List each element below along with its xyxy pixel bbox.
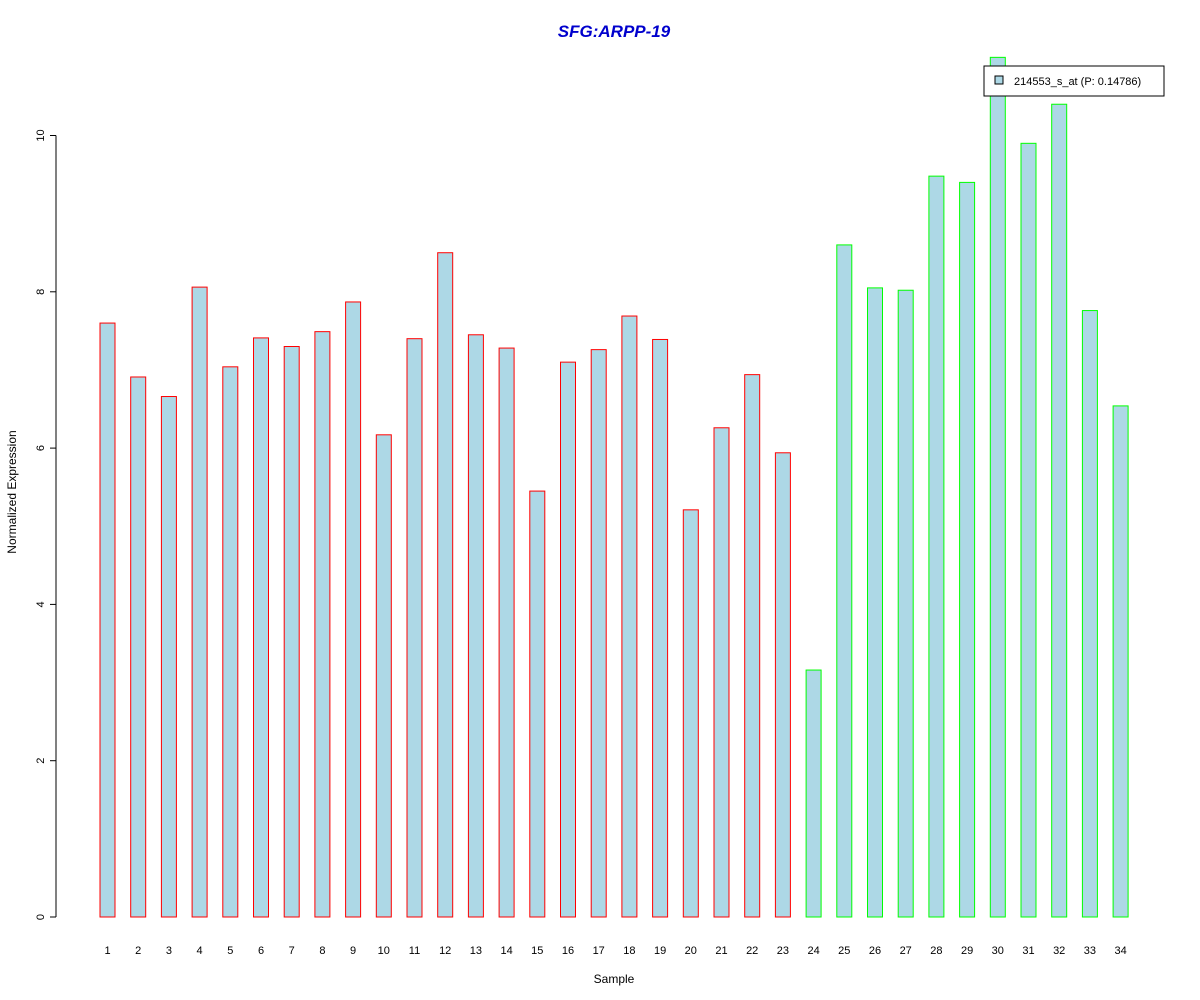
- bar: [375, 434, 392, 918]
- x-tick-label: 15: [531, 945, 543, 957]
- y-tick-label: 4: [35, 601, 47, 607]
- bar: [1112, 405, 1129, 918]
- bar: [406, 338, 423, 918]
- bar: [467, 334, 484, 918]
- bar: [682, 509, 699, 918]
- x-tick-label: 30: [992, 945, 1004, 957]
- bar: [652, 338, 669, 918]
- bar: [836, 244, 853, 918]
- bar: [283, 346, 300, 918]
- x-tick-labels: 1 2 3 4 5 6 7 8 9 10 11 12 13 14 15 16 17 18 19 20 21 22 23 24 2…: [104, 945, 1126, 957]
- bar: [621, 315, 638, 918]
- bar: [314, 331, 331, 918]
- y-axis-label: Normalized Expression: [5, 430, 19, 553]
- x-tick-label: 23: [777, 945, 789, 957]
- bar: [959, 181, 976, 918]
- bar: [437, 252, 454, 918]
- legend: 214553_s_at (P: 0.14786): [983, 65, 1165, 97]
- bar: [805, 669, 822, 918]
- x-tick-label: 22: [746, 945, 758, 957]
- x-tick-label: 21: [715, 945, 727, 957]
- x-axis-label: Sample: [594, 972, 635, 986]
- y-tick-label: 10: [35, 129, 47, 141]
- x-tick-label: 6: [258, 945, 264, 957]
- x-tick-label: 26: [869, 945, 881, 957]
- x-tick-label: 20: [685, 945, 697, 957]
- x-tick-label: 8: [319, 945, 325, 957]
- x-tick-label: 27: [900, 945, 912, 957]
- x-tick-label: 33: [1084, 945, 1096, 957]
- bar: [744, 374, 761, 918]
- y-axis: 0 2 4 6 8 10: [35, 129, 57, 920]
- bar: [590, 349, 607, 918]
- bar: [1081, 310, 1098, 918]
- bar: [498, 347, 515, 918]
- y-tick-label: 2: [35, 758, 47, 764]
- x-tick-label: 1: [104, 945, 110, 957]
- x-tick-label: 31: [1022, 945, 1034, 957]
- bar: [560, 361, 576, 918]
- bar: [1020, 142, 1037, 918]
- bar: [345, 301, 362, 918]
- x-tick-label: 3: [166, 945, 172, 957]
- bar: [1051, 103, 1068, 918]
- y-tick-label: 6: [35, 445, 47, 451]
- bar: [713, 427, 730, 918]
- x-tick-label: 14: [500, 945, 512, 957]
- y-tick-label: 8: [35, 289, 47, 295]
- x-tick-label: 11: [409, 945, 420, 957]
- bar: [928, 175, 945, 918]
- y-tick-label: 0: [35, 914, 47, 920]
- x-tick-label: 4: [197, 945, 203, 957]
- legend-swatch: [994, 75, 1004, 85]
- x-tick-label: 5: [227, 945, 233, 957]
- x-tick-label: 13: [470, 945, 482, 957]
- legend-box: [983, 65, 1165, 97]
- bar: [222, 366, 239, 918]
- legend-entry: 214553_s_at (P: 0.14786): [1014, 76, 1141, 88]
- bar: [253, 337, 269, 918]
- x-tick-label: 32: [1053, 945, 1065, 957]
- bar: [99, 322, 116, 918]
- bar: [529, 490, 546, 918]
- x-tick-label: 28: [930, 945, 942, 957]
- x-tick-label: 7: [289, 945, 295, 957]
- bar: [867, 287, 883, 918]
- x-tick-label: 19: [654, 945, 666, 957]
- bars: [99, 56, 1129, 918]
- x-tick-label: 17: [593, 945, 605, 957]
- bar: [897, 289, 914, 918]
- bar: [989, 56, 1006, 918]
- x-tick-label: 18: [623, 945, 635, 957]
- x-tick-label: 34: [1114, 945, 1126, 957]
- x-tick-label: 16: [562, 945, 574, 957]
- bar: [130, 376, 147, 918]
- x-tick-label: 2: [135, 945, 141, 957]
- bar: [191, 286, 208, 918]
- x-tick-label: 10: [378, 945, 390, 957]
- x-tick-label: 9: [350, 945, 356, 957]
- x-tick-label: 29: [961, 945, 973, 957]
- chart-title: SFG:ARPP-19: [558, 22, 671, 41]
- bar: [160, 396, 177, 918]
- x-tick-label: 24: [807, 945, 819, 957]
- x-tick-label: 12: [439, 945, 451, 957]
- bar: [774, 452, 791, 918]
- x-tick-label: 25: [838, 945, 850, 957]
